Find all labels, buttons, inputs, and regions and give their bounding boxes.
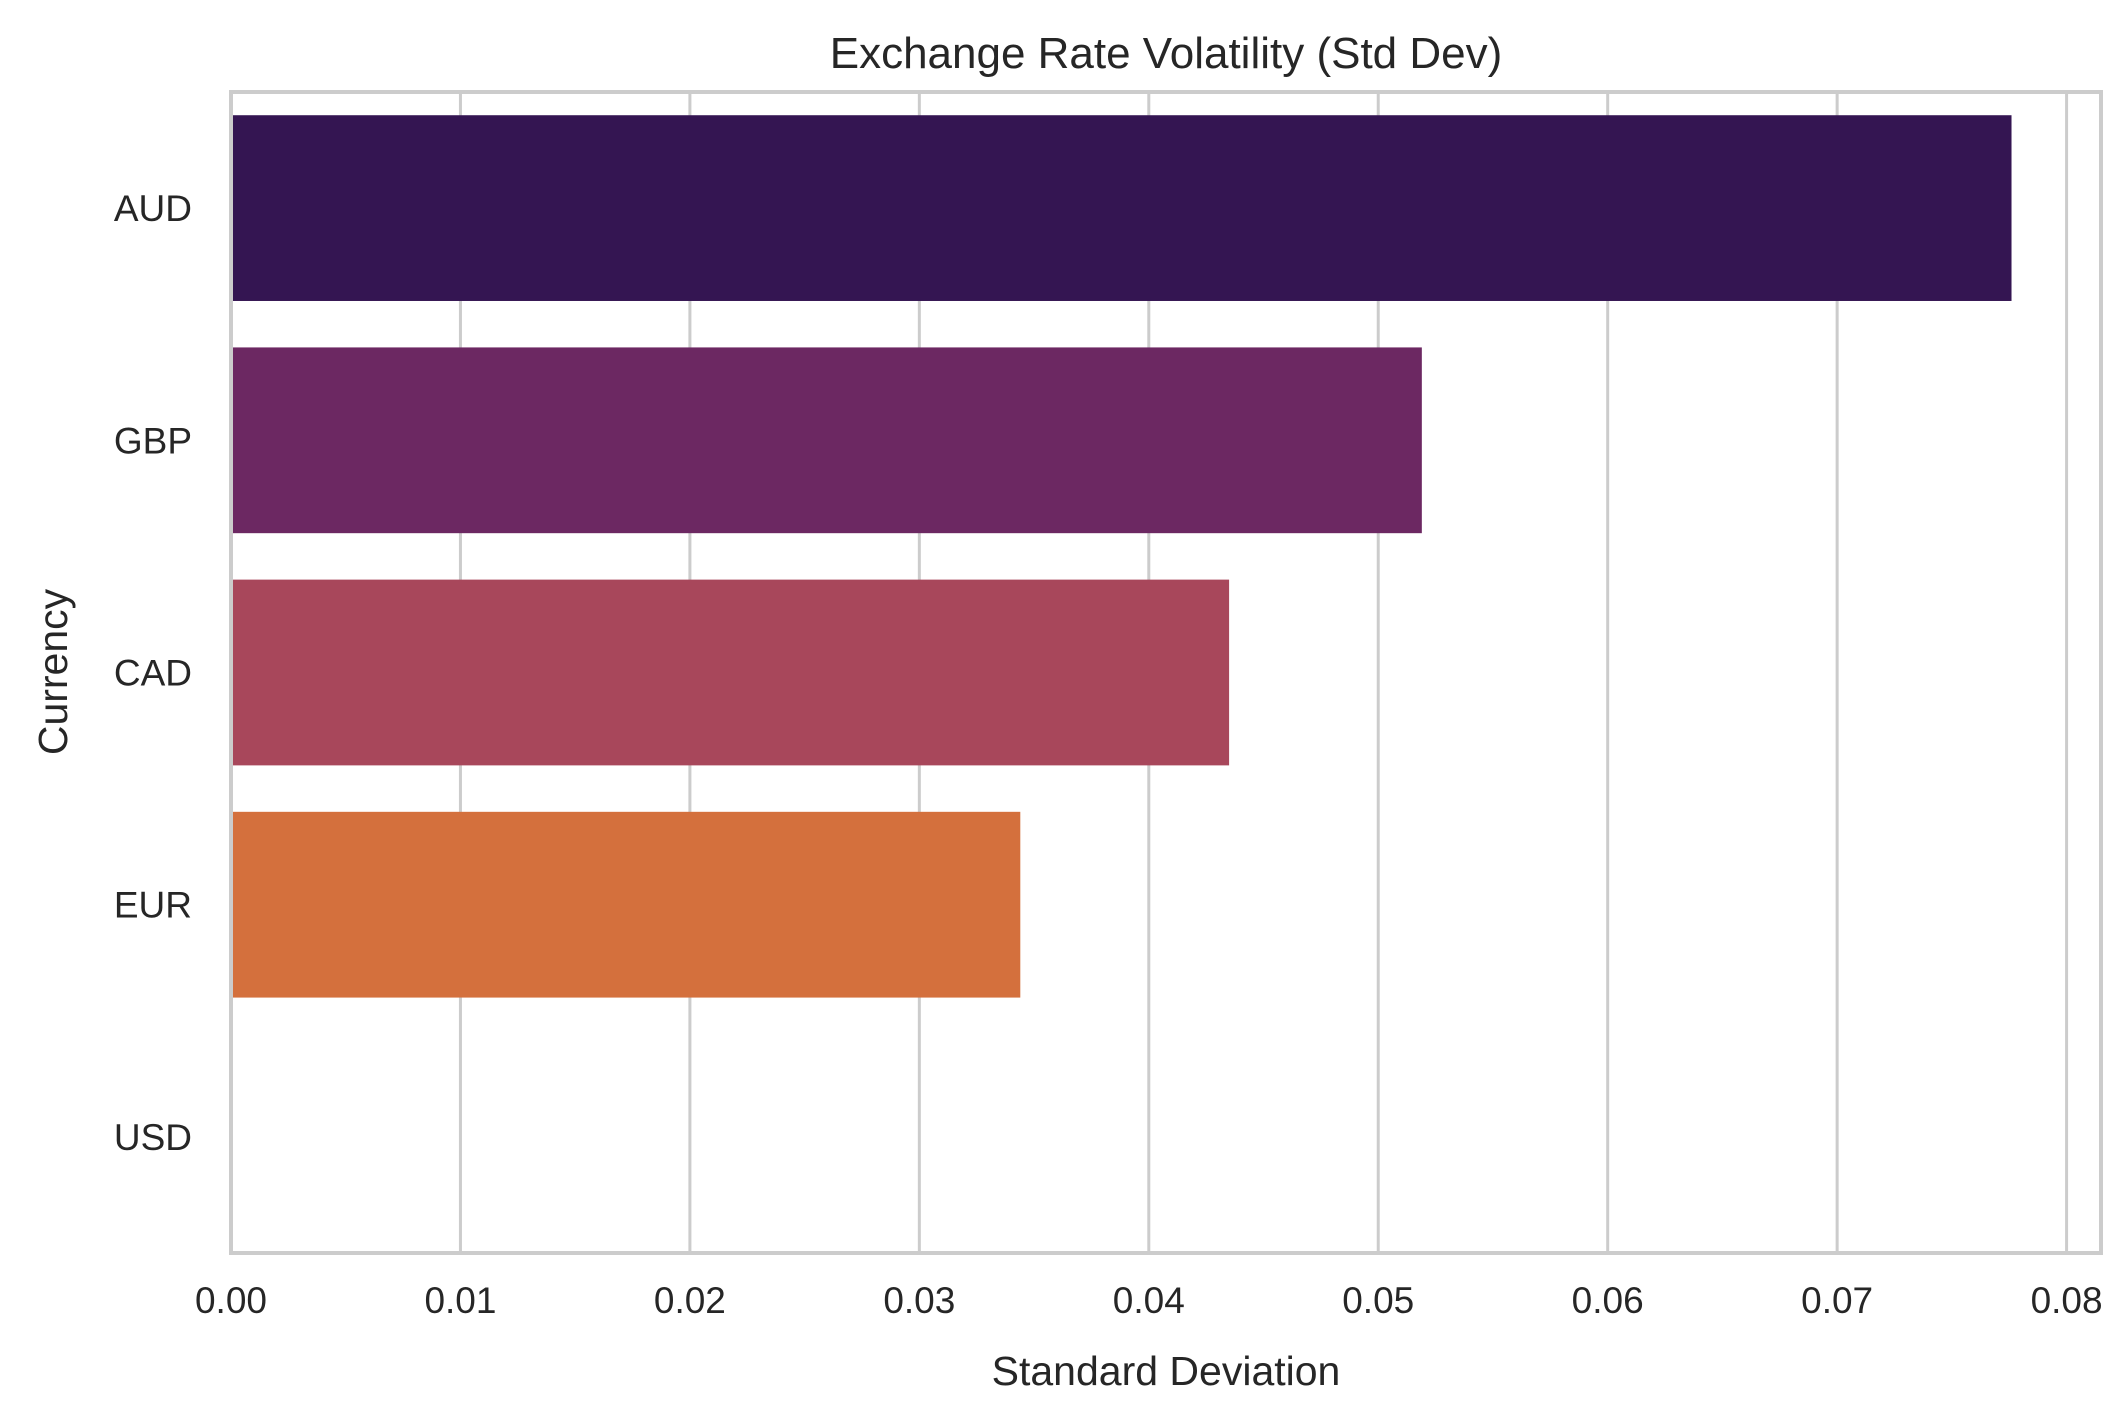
y-tick-label: USD [114, 1117, 192, 1158]
x-tick-label: 0.04 [1113, 1280, 1185, 1321]
x-tick-label: 0.00 [195, 1280, 267, 1321]
bar-cad [231, 579, 1230, 766]
x-tick-label: 0.02 [654, 1280, 726, 1321]
y-tick-label: EUR [114, 885, 192, 926]
y-tick-label: AUD [114, 188, 192, 229]
y-tick-labels: AUD GBP CAD EUR USD [114, 188, 192, 1158]
x-axis-label: Standard Deviation [992, 1348, 1341, 1394]
bars [231, 115, 2012, 998]
bar-eur [231, 811, 1021, 998]
bar-gbp [231, 347, 1422, 534]
x-tick-label: 0.03 [883, 1280, 955, 1321]
y-tick-label: GBP [114, 420, 192, 461]
x-tick-label: 0.08 [2031, 1280, 2103, 1321]
chart-title: Exchange Rate Volatility (Std Dev) [830, 29, 1503, 78]
x-tick-label: 0.06 [1572, 1280, 1644, 1321]
x-tick-label: 0.05 [1342, 1280, 1414, 1321]
y-tick-label: CAD [114, 653, 192, 694]
plot-frame [229, 90, 2103, 1255]
x-tick-label: 0.01 [424, 1280, 496, 1321]
x-tick-label: 0.07 [1801, 1280, 1873, 1321]
y-axis-label: Currency [30, 588, 76, 755]
x-tick-labels: 0.00 0.01 0.02 0.03 0.04 0.05 0.06 0.07 0.08 [195, 1280, 2103, 1321]
bar-aud [231, 115, 2012, 301]
